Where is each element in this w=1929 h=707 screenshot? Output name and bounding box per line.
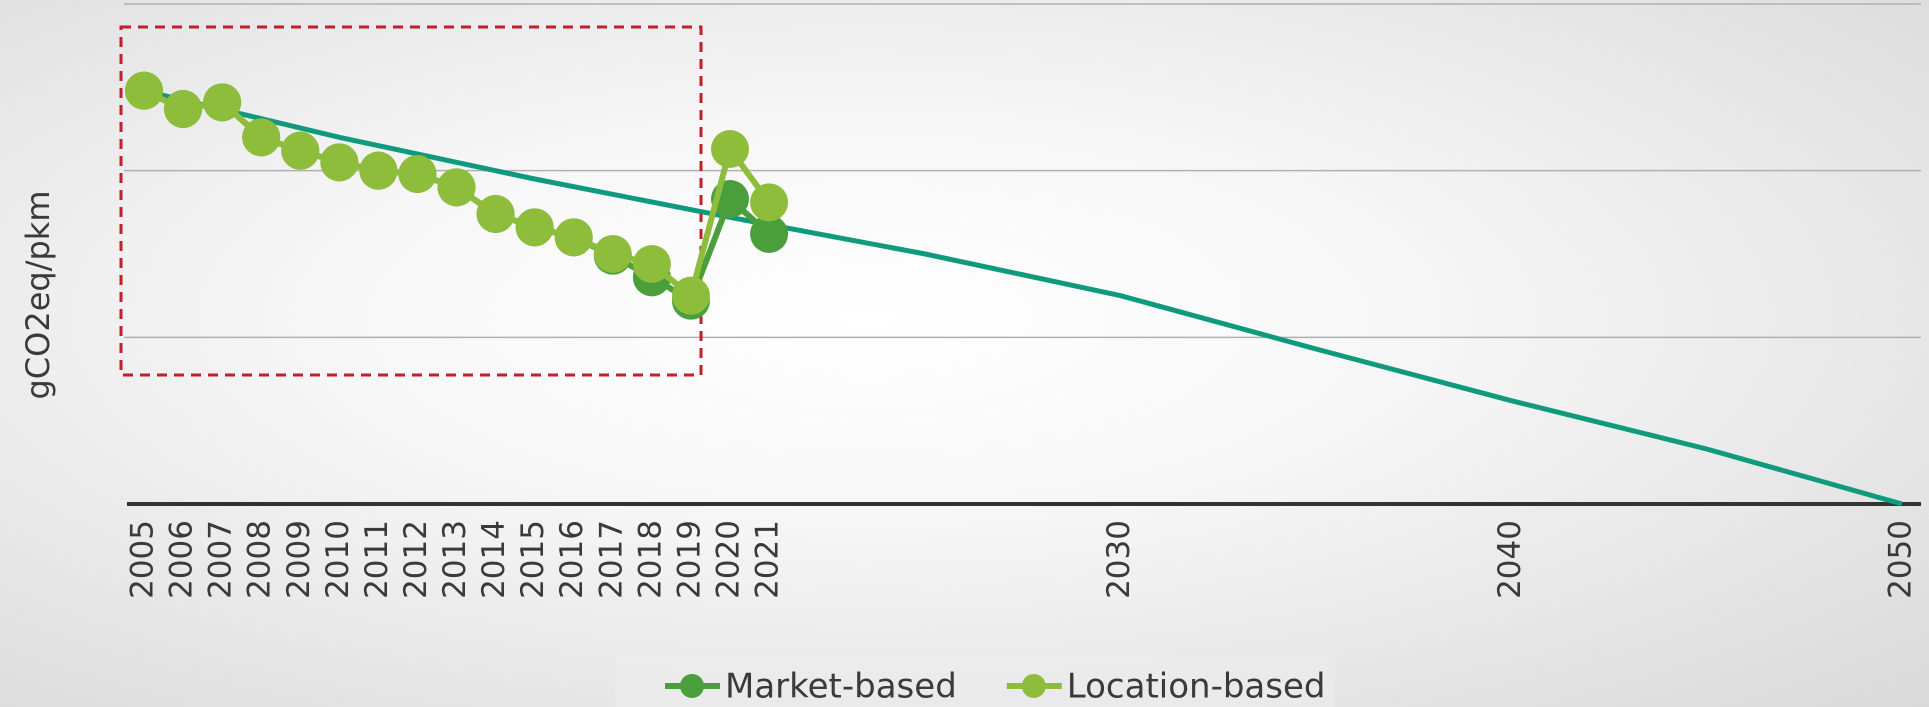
x-tick-label: 2006: [164, 520, 200, 599]
x-tick-label: 2020: [711, 520, 747, 599]
data-point: [711, 130, 749, 168]
data-point: [632, 245, 671, 283]
series-line: [143, 88, 1903, 507]
grid: [124, 3, 1921, 506]
data-point: [359, 151, 398, 190]
legend-background: [615, 656, 1335, 707]
x-tick-label: 2008: [242, 520, 278, 599]
data-point: [281, 131, 320, 170]
x-tick-label: 2018: [632, 520, 668, 599]
data-point: [750, 183, 789, 222]
x-tick-label: 2030: [1101, 520, 1137, 599]
data-point: [398, 155, 437, 193]
data-point: [242, 118, 281, 157]
x-tick-label: 2007: [203, 520, 239, 599]
x-tick-label: 2012: [398, 520, 434, 599]
legend-marker: [1021, 674, 1046, 698]
x-tick-label: 2016: [554, 520, 590, 599]
x-tick-label: 2005: [125, 520, 161, 599]
x-tick-label: 2050: [1883, 520, 1919, 599]
x-tick-label: 2010: [320, 520, 356, 599]
data-point: [671, 276, 710, 315]
x-tick-label: 2011: [359, 520, 395, 599]
x-tick-label: 2015: [515, 520, 551, 599]
legend-marker: [680, 674, 704, 698]
legend: Market-based Location-based: [665, 667, 1325, 707]
x-tick-label: 2019: [671, 520, 707, 599]
x-tick-label: 2040: [1492, 520, 1528, 599]
legend-label: Market-based: [725, 667, 957, 707]
highlight-box: [119, 25, 703, 377]
x-tick-label: 2013: [437, 520, 473, 599]
data-point: [476, 195, 515, 233]
x-tick-label: 2009: [281, 520, 317, 599]
data-point: [593, 235, 632, 273]
data-point: [554, 218, 593, 257]
x-tick-label: 2017: [593, 520, 629, 599]
y-axis-label: gCO2eq/pkm: [19, 191, 57, 400]
data-point: [125, 71, 163, 110]
x-tick-label: 2021: [750, 520, 786, 599]
data-point: [437, 168, 476, 207]
data-point: [203, 83, 242, 122]
plot-area: [125, 71, 1903, 507]
legend-label: Location-based: [1067, 667, 1326, 707]
data-point: [164, 90, 203, 128]
x-tick-label: 2014: [476, 520, 512, 599]
data-point: [750, 215, 789, 253]
data-point: [515, 208, 554, 247]
x-axis: 2005 2006 2007 2008 2009 2010 2011 2012 2013 2014…: [125, 520, 1919, 599]
data-point: [320, 143, 359, 182]
